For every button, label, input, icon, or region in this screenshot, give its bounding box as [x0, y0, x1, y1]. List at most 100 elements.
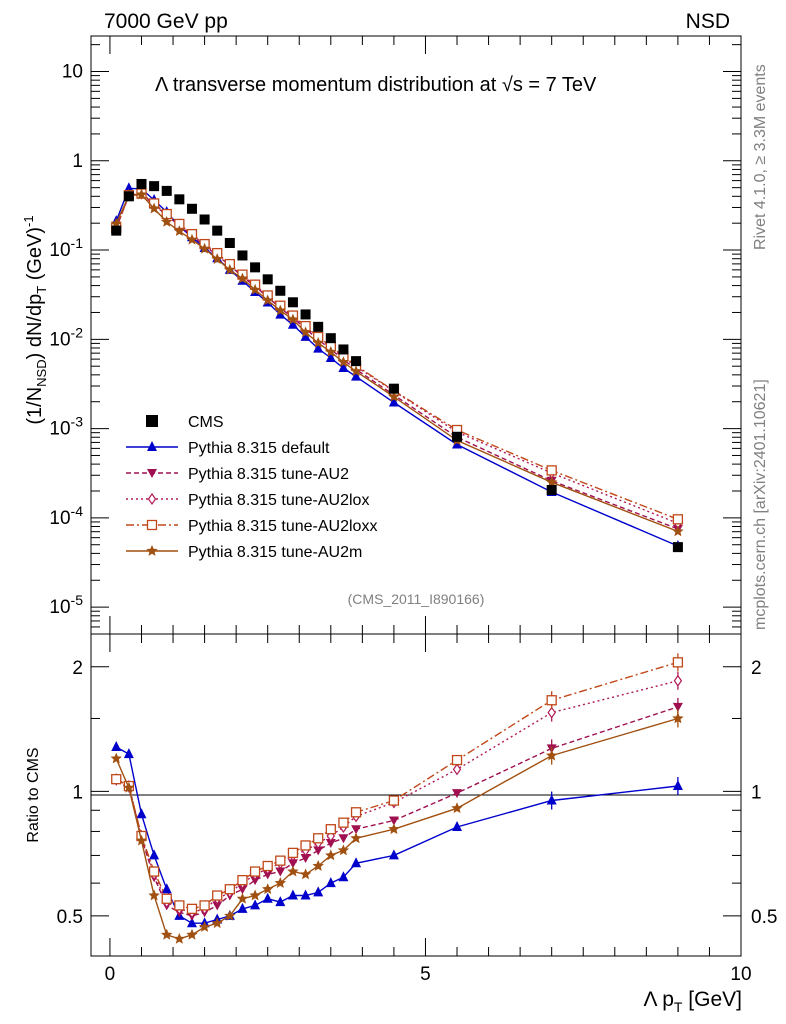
ratio-point-4 [325, 824, 336, 835]
main-point-cms [199, 214, 210, 225]
ratio-point-5 [299, 868, 312, 880]
main-point-cms [161, 185, 172, 196]
ratio-point-4 [111, 774, 122, 785]
ratio-point-2 [388, 816, 399, 826]
main-point-cms [250, 262, 261, 273]
main-y-tick-label: 10-2 [49, 324, 83, 350]
rivet-version-label: Rivet 4.1.0, ≥ 3.3M events [752, 64, 769, 250]
main-point-cms [287, 297, 298, 308]
legend-label: Pythia 8.315 tune-AU2lox [188, 492, 369, 509]
ratio-y-tick-label: 0.5 [57, 907, 83, 928]
main-point-cms [388, 383, 399, 394]
main-y-axis-label: (1/NNSD) dN/dpT (GeV)-1 [21, 215, 49, 424]
main-point-1 [123, 182, 134, 193]
tick-exponent: -4 [71, 503, 84, 519]
ratio-line-1 [115, 746, 678, 924]
ratio-point-1 [275, 896, 286, 907]
main-point-5 [198, 242, 211, 254]
ratio-point-4 [300, 840, 311, 851]
ratio-point-4 [350, 807, 362, 818]
ratio-y-tick-label-right: 1 [751, 782, 762, 803]
main-point-cms [300, 309, 311, 320]
ratio-point-5 [186, 928, 198, 940]
main-point-4 [546, 465, 557, 476]
ratio-point-2 [300, 854, 311, 864]
main-point-1 [452, 438, 463, 449]
plot-title: Λ transverse momentum distribution at √s… [155, 74, 597, 96]
ratio-point-2 [325, 839, 336, 849]
main-point-cms [313, 321, 324, 332]
x-axis-label: Λ pT [GeV] [644, 988, 742, 1015]
ratio-point-2 [313, 846, 324, 856]
main-point-cms [325, 333, 336, 344]
main-point-5 [186, 233, 198, 245]
x-ticks: 0 5 10 [105, 36, 752, 985]
process-label: NSD [686, 10, 730, 33]
main-point-5 [236, 272, 249, 284]
ratio-point-4 [338, 817, 349, 828]
main-point-5 [161, 215, 173, 227]
main-point-1 [388, 396, 399, 407]
main-point-5 [262, 294, 274, 306]
ratio-point-5 [262, 883, 274, 895]
ratio-point-5 [123, 781, 135, 793]
ratio-point-5 [337, 844, 350, 856]
ratio-point-5 [135, 834, 148, 846]
main-point-cms [452, 431, 463, 442]
ratio-point-5 [148, 889, 160, 901]
ratio-point-5 [249, 889, 261, 901]
main-point-5 [135, 188, 148, 200]
main-point-5 [350, 365, 362, 377]
main-point-5 [211, 253, 223, 264]
main-point-cms [351, 356, 362, 367]
ratio-point-1 [237, 902, 248, 913]
ratio-point-1 [161, 883, 172, 894]
ratio-point-5 [388, 823, 400, 835]
main-point-cms [275, 285, 286, 296]
ratio-point-2 [338, 834, 349, 844]
ratio-point-1 [250, 899, 261, 910]
legend-label: Pythia 8.315 tune-AU2loxx [188, 518, 377, 535]
ratio-point-1 [325, 877, 336, 888]
ratio-point-1 [672, 780, 683, 791]
mcplots-label: mcplots.cern.ch [arXiv:2401.10621] [752, 379, 769, 630]
legend-label: CMS [188, 414, 224, 431]
ratio-point-1 [300, 889, 311, 900]
ratio-point-1 [136, 808, 147, 819]
ratio-point-4 [388, 795, 400, 806]
ratio-point-5 [350, 832, 362, 844]
x-tick-label: 10 [730, 964, 751, 985]
ratio-ticks: 0.5 0.5 1 1 2 2 [57, 658, 778, 928]
legend-marker [146, 519, 158, 531]
ratio-point-5 [451, 802, 463, 814]
legend-marker [146, 545, 158, 556]
tick-exponent: -5 [71, 592, 84, 608]
ratio-y-tick-label-right: 0.5 [751, 907, 777, 928]
ratio-point-5 [198, 921, 211, 932]
main-point-cms [224, 237, 235, 248]
ratio-point-5 [287, 865, 299, 877]
tick-base: 10 [49, 240, 70, 261]
ratio-point-5 [161, 928, 173, 940]
main-point-cms [186, 203, 197, 214]
ratio-point-4 [224, 884, 235, 895]
ratio-point-3 [452, 763, 462, 776]
main-point-5 [312, 336, 324, 348]
ratio-point-4 [546, 695, 557, 706]
main-point-5 [337, 356, 350, 367]
main-y-tick-label: 10 [62, 62, 83, 83]
main-series [110, 178, 684, 553]
main-point-cms [237, 250, 248, 261]
ratio-point-5 [325, 849, 337, 861]
main-point-cms [546, 485, 557, 496]
main-point-5 [224, 263, 236, 275]
ratio-point-2 [452, 789, 463, 799]
ratio-point-5 [211, 917, 223, 929]
ratio-y-tick-label: 2 [72, 658, 83, 679]
ratio-point-5 [173, 932, 186, 944]
tick-exponent: -2 [71, 324, 84, 340]
main-y-tick-label: 10-5 [49, 592, 83, 618]
ratio-point-4 [672, 657, 684, 668]
ratio-point-1 [546, 794, 557, 805]
